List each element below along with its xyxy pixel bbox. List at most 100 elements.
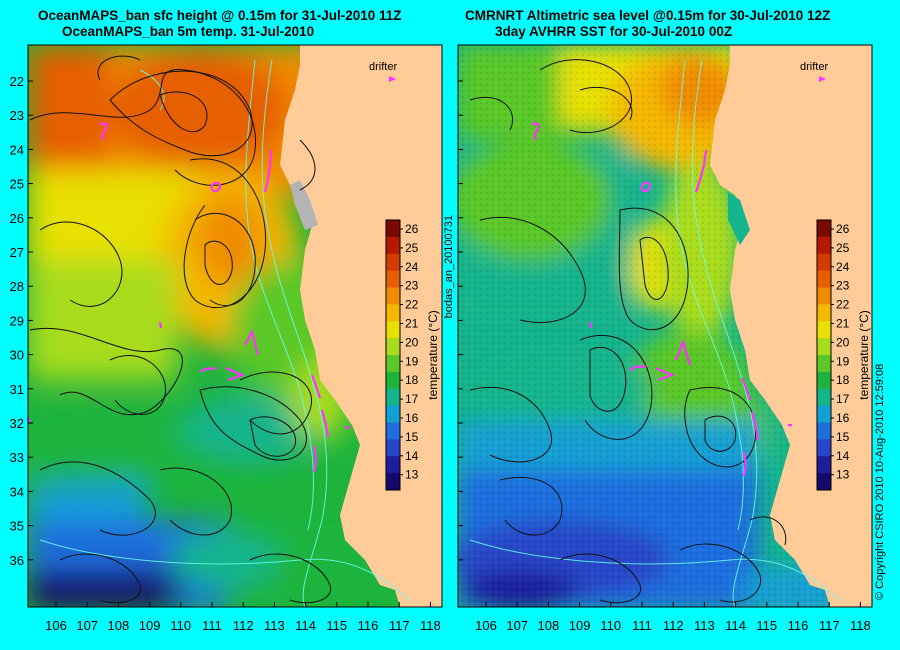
lon-tick-label: 117 (819, 618, 840, 633)
right-title-line1: CMRNRT Altimetric sea level @0.15m for 3… (465, 8, 831, 23)
lon-tick-label: 114 (725, 618, 746, 633)
colorbar-swatch (817, 236, 831, 255)
lat-tick-label: 33 (10, 450, 24, 465)
colorbar-swatch (817, 304, 831, 322)
colorbar-swatch (817, 287, 831, 305)
colorbar-tick-label: 16 (836, 411, 850, 425)
lon-tick-label: 107 (76, 618, 98, 633)
colorbar-tick-label: 14 (836, 449, 850, 463)
right-longitude-axis: 106 107 108 109 110 111 112 113 114 115 116 117 118 (475, 602, 871, 633)
lon-tick-label: 109 (139, 618, 161, 633)
lon-tick-label: 106 (475, 618, 497, 633)
colorbar-swatch (817, 439, 831, 457)
left-latitude-axis: 22 23 24 25 26 27 28 29 30 31 32 33 34 35 36 (10, 74, 33, 568)
right-temperature-colorbar: 26 25 24 23 22 21 20 19 18 17 16 15 14 13 temperature … (816, 219, 871, 491)
lon-tick-label: 112 (663, 618, 684, 633)
colorbar-swatch (386, 236, 400, 255)
lon-tick-label: 118 (420, 618, 441, 633)
lon-tick-label: 114 (295, 618, 316, 633)
colorbar-tick-label: 18 (405, 373, 419, 387)
left-ssh-contours (29, 55, 332, 604)
colorbar-swatch (817, 321, 831, 339)
colorbar-tick-label: 22 (405, 298, 419, 312)
colorbar-tick-label: 17 (836, 392, 850, 406)
colorbar-tick-label: 17 (405, 392, 419, 406)
colorbar-tick-label: 15 (836, 430, 850, 444)
colorbar-swatch (386, 338, 400, 356)
colorbar-tick-label: 14 (405, 449, 419, 463)
colorbar-tick-label: 23 (405, 279, 419, 293)
colorbar-swatch (386, 439, 400, 457)
lat-tick-label: 34 (10, 484, 24, 499)
colorbar-tick-label: 16 (405, 411, 419, 425)
colorbar-tick-label: 26 (405, 222, 419, 236)
colorbar-frame (385, 219, 401, 491)
lon-tick-label: 118 (850, 618, 871, 633)
colorbar-swatch (386, 270, 400, 288)
lon-tick-label: 110 (600, 618, 621, 633)
left-map-frame (27, 44, 443, 608)
colorbar-swatch (817, 253, 831, 272)
left-bathymetry (39, 59, 411, 607)
right-map-frame (457, 44, 873, 608)
left-land-shadow (290, 180, 318, 230)
colorbar-tick-label: 20 (836, 335, 850, 349)
colorbar-swatch (817, 355, 831, 373)
left-drifter-legend-marker (389, 76, 396, 82)
lon-tick-label: 113 (694, 618, 715, 633)
lon-tick-label: 112 (233, 618, 254, 633)
colorbar-swatch (817, 388, 831, 407)
colorbar-tick-label: 15 (405, 430, 419, 444)
right-drifter-label: drifter (800, 61, 828, 73)
colorbar-tick-label: 24 (405, 260, 419, 274)
left-temperature-colorbar: 26 25 24 23 22 21 20 19 18 17 16 15 14 13 temperature … (385, 219, 440, 491)
colorbar-swatch (386, 388, 400, 407)
colorbar-tick-label: 19 (405, 354, 419, 368)
right-bathymetry (469, 59, 841, 607)
lat-tick-label: 26 (10, 211, 24, 226)
lon-tick-label: 116 (788, 618, 809, 633)
colorbar-swatch (817, 338, 831, 356)
lat-tick-label: 24 (10, 142, 24, 157)
right-title-line2: 3day AVHRR SST for 30-Jul-2010 00Z (495, 24, 733, 39)
colorbar-swatch (386, 422, 400, 440)
lat-tick-label: 36 (10, 553, 24, 568)
colorbar-tick-label: 18 (836, 373, 850, 387)
lat-tick-label: 27 (10, 245, 24, 260)
right-map-panel (458, 45, 872, 607)
colorbar-tick-label: 25 (405, 241, 419, 255)
lon-tick-label: 109 (569, 618, 591, 633)
lon-tick-label: 116 (358, 618, 379, 633)
colorbar-title: temperature (°C) (426, 310, 440, 400)
lon-tick-label: 111 (202, 618, 222, 633)
colorbar-swatch (386, 371, 400, 390)
lat-tick-label: 28 (10, 279, 24, 294)
lon-tick-label: 117 (389, 618, 410, 633)
left-drifter-label: drifter (369, 61, 397, 73)
colorbar-tick-label: 24 (836, 260, 850, 274)
colorbar-swatch (817, 456, 831, 474)
colorbar-swatch (817, 220, 831, 238)
lon-tick-label: 115 (326, 618, 347, 633)
left-map-panel (28, 45, 442, 607)
colorbar-tick-label: 21 (405, 317, 419, 331)
colorbar-frame (816, 219, 832, 491)
lon-tick-label: 108 (108, 618, 130, 633)
colorbar-title: temperature (°C) (857, 310, 871, 400)
colorbar-swatch (386, 304, 400, 322)
colorbar-swatch (386, 253, 400, 272)
colorbar-tick-label: 19 (836, 354, 850, 368)
colorbar-tick-label: 26 (836, 222, 850, 236)
colorbar-tick-label: 20 (405, 335, 419, 349)
lon-tick-label: 115 (756, 618, 777, 633)
run-id-vertical-text: bodas_an_20100731 (443, 215, 455, 319)
lat-tick-label: 29 (10, 313, 24, 328)
colorbar-tick-label: 21 (836, 317, 850, 331)
lat-tick-label: 32 (10, 416, 24, 431)
right-estuary (728, 192, 750, 245)
lon-tick-label: 111 (632, 618, 652, 633)
left-land (280, 45, 442, 607)
colorbar-swatch (386, 405, 400, 423)
right-drifter-tracks (531, 122, 792, 477)
